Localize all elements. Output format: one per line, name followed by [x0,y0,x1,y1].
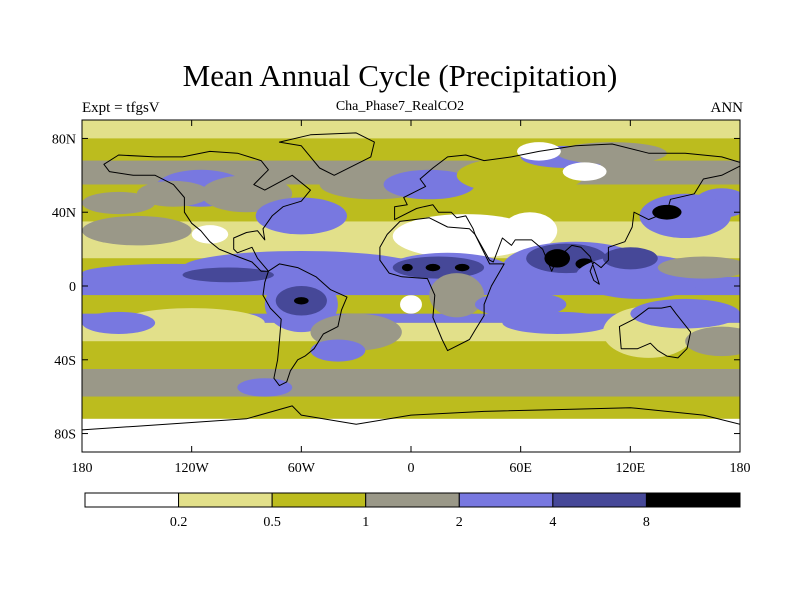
season-label: ANN [710,100,744,116]
x-tick-label: 60E [509,461,532,476]
y-tick-label: 40S [54,354,76,369]
precip-region [310,339,366,362]
y-tick-label: 0 [69,280,76,295]
colorbar-box [178,492,273,508]
map-field [82,120,740,452]
precip-region [639,193,731,239]
precip-region [429,273,485,318]
colorbar-box [365,492,460,508]
precip-region [657,256,740,279]
colorbar-box [645,492,741,508]
precip-region [255,197,348,235]
precip-region [425,263,441,272]
precip-region [630,298,740,329]
colorbar-label: 2 [456,515,463,530]
colorbar-box [458,492,554,508]
coastline-eurasia [394,143,740,285]
coastline-north-america [103,150,311,272]
precip-band [82,396,740,419]
x-tick-label: 0 [408,461,415,476]
precip-region [392,214,539,259]
colorbar-label: 0.5 [263,515,281,530]
colorbar-box [552,492,647,508]
precip-region [401,263,413,272]
colorbar-box [271,492,367,508]
colorbar-box [84,492,180,508]
y-tick-label: 80N [52,132,76,147]
x-tick-label: 180 [730,461,751,476]
precip-region [118,308,265,338]
coastline-antarctica-coast [82,405,740,431]
y-tick-label: 80S [54,428,76,443]
precip-region [191,225,229,244]
precip-region [82,267,174,283]
x-tick-label: 120W [175,461,210,476]
precip-region [602,247,658,270]
precip-region [82,191,156,215]
precip-region [400,295,422,314]
precip-region [383,169,475,200]
precip-region [474,291,567,318]
colorbar-label: 8 [643,515,650,530]
colorbar-label: 4 [549,515,556,530]
precip-region [502,311,613,334]
colorbar-label: 1 [362,515,369,530]
precip-region [562,162,607,181]
x-tick-label: 120E [616,461,646,476]
precip-band [82,369,740,397]
precip-region [557,142,667,165]
coastline-greenland [278,132,375,176]
x-tick-label: 60W [288,461,316,476]
precip-region [685,326,740,357]
coastline-africa [379,217,505,352]
precip-region [136,180,210,207]
coastline-australia [618,305,692,359]
precip-region [237,378,293,397]
precip-region [294,297,309,305]
x-tick-label: 180 [72,461,93,476]
experiment-label: Expt = tfgsV [82,100,160,116]
page-title: Mean Annual Cycle (Precipitation) [182,58,618,93]
y-tick-label: 40N [52,206,76,221]
coastline-south-america [262,263,348,387]
precip-region [82,311,156,334]
precip-region [82,215,192,246]
colorbar-label: 0.2 [170,515,188,530]
precip-region [454,263,470,272]
precip-band [82,120,740,139]
case-label: Cha_Phase7_RealCO2 [335,99,465,114]
precip-region [182,267,274,283]
precip-band [82,313,740,323]
